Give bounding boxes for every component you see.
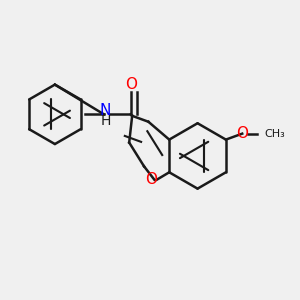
Text: CH₃: CH₃ — [265, 129, 285, 139]
Text: O: O — [236, 126, 248, 141]
Text: O: O — [125, 77, 137, 92]
Text: N: N — [100, 103, 111, 118]
Text: O: O — [146, 172, 158, 187]
Text: H: H — [100, 114, 111, 128]
